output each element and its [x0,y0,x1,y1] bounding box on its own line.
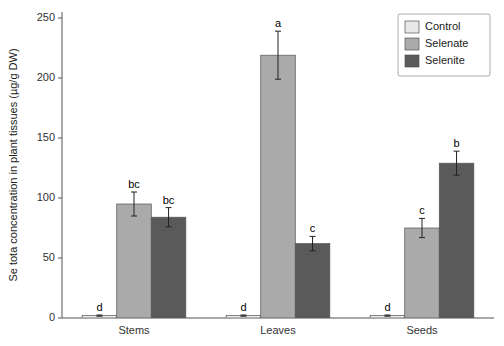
y-tick [58,318,62,319]
bar [117,204,152,318]
annotation: bc [163,194,175,206]
y-tick [58,198,62,199]
bar [439,163,474,318]
annotation: c [310,222,316,234]
bar [295,244,330,318]
x-tick-label: Stems [118,324,150,336]
annotation: a [275,17,282,29]
chart-container: 0 50 100 150 200 250 Se tota concentration in … [0,0,504,346]
legend-swatch [405,21,419,33]
chart: 0 50 100 150 200 250 Se tota concentration in … [0,0,504,346]
bar [151,217,186,318]
y-tick [58,258,62,259]
bar [226,316,261,318]
y-tick [58,18,62,19]
y-tick-label: 0 [49,311,55,323]
x-tick-label: Leaves [260,324,296,336]
y-axis: 0 50 100 150 200 250 [37,11,62,323]
error-bar [454,151,460,175]
y-tick-label: 200 [37,71,55,83]
error-bar [131,192,137,216]
legend-box [398,14,490,76]
error-bar [240,315,246,316]
legend: Control Selenate Selenite [398,14,490,76]
error-bar [384,315,390,316]
bar [261,55,296,318]
x-tick-label: Seeds [406,324,438,336]
y-axis-line [62,12,63,318]
error-bar [166,208,172,227]
annotation: d [384,301,390,313]
y-tick [58,78,62,79]
bar [370,316,405,318]
error-bar [310,236,316,250]
x-axis: Stems Leaves Seeds [62,318,494,336]
y-tick-label: 50 [43,251,55,263]
bar [82,316,117,318]
error-bar [419,218,425,237]
error-bar [275,31,281,79]
legend-label: Control [425,20,460,32]
legend-swatch [405,55,419,67]
y-tick-label: 250 [37,11,55,23]
annotation: d [96,301,102,313]
y-axis-label: Se tota concentration in plant tissues (… [7,48,19,281]
y-tick-label: 150 [37,131,55,143]
y-tick-label: 100 [37,191,55,203]
annotations: d d d bc a c bc c b [96,17,459,313]
annotation: d [240,301,246,313]
annotation: bc [128,178,140,190]
legend-label: Selenite [425,54,465,66]
annotation: c [419,204,425,216]
bar [405,228,440,318]
error-bar [96,315,102,316]
legend-label: Selenate [425,37,468,49]
annotation: b [453,137,459,149]
y-tick [58,138,62,139]
legend-swatch [405,38,419,50]
